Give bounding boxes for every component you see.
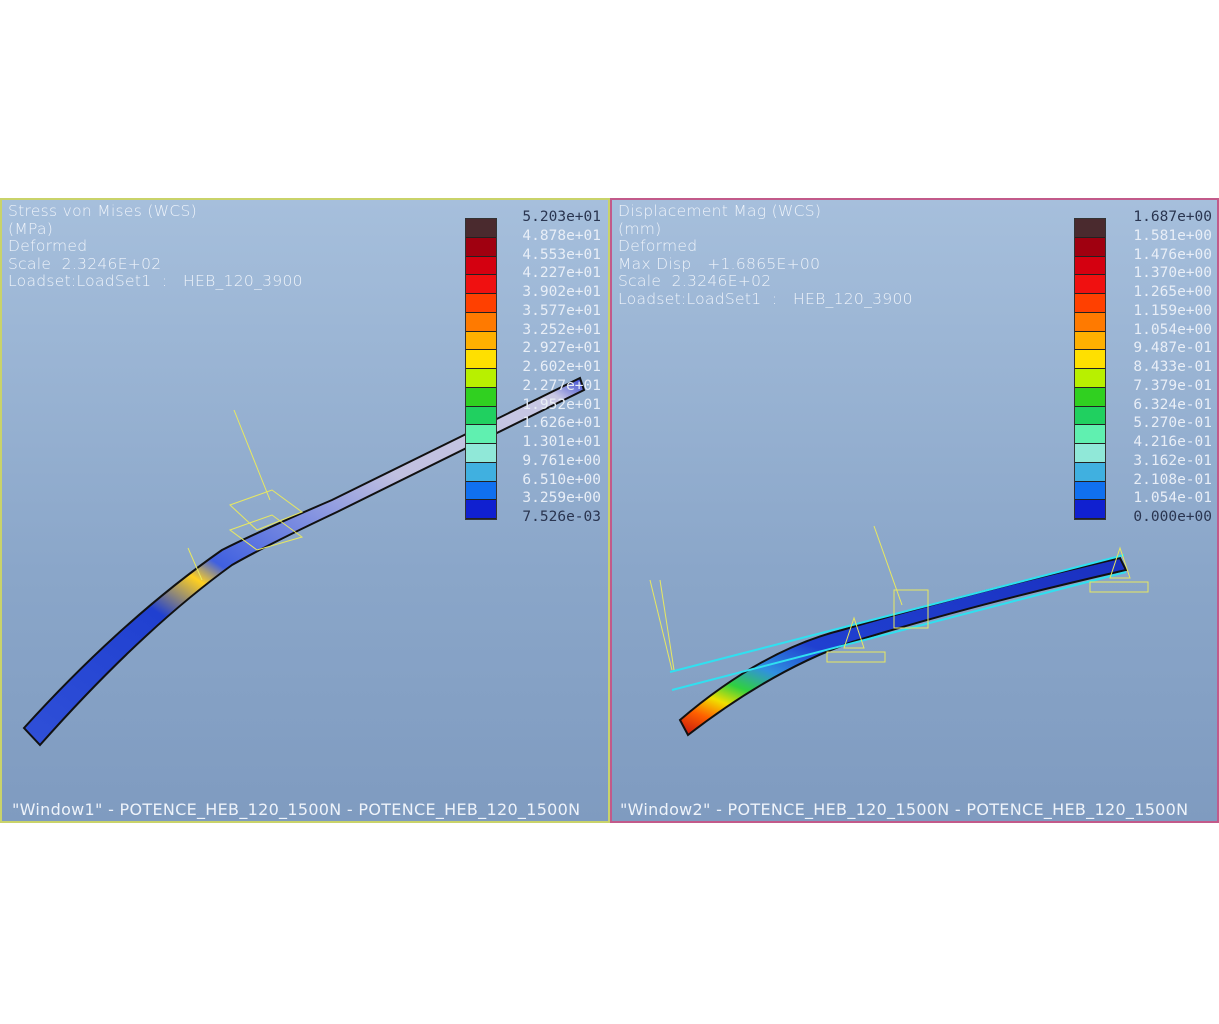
legend-swatch — [1075, 350, 1105, 369]
legend-label: 1.054e+00 — [1133, 321, 1212, 338]
legend-label: 3.259e+00 — [522, 490, 601, 507]
legend-label: 5.270e-01 — [1133, 415, 1212, 432]
result-loadset: Loadset:LoadSet1 : HEB_120_3900 — [618, 289, 913, 308]
legend-swatch — [466, 481, 496, 501]
legend-swatch — [1075, 369, 1105, 388]
legend-swatch — [466, 462, 496, 482]
displacement-model-view — [649, 525, 1149, 737]
legend-label: 2.602e+01 — [522, 359, 601, 375]
constraint-symbol — [187, 409, 304, 581]
legend-label: 2.108e-01 — [1133, 471, 1212, 488]
legend-swatch — [466, 425, 496, 444]
beam-shape — [678, 556, 1128, 737]
legend-swatch — [466, 237, 496, 257]
legend-label: 1.952e+01 — [522, 396, 601, 413]
legend-label: 1.159e+00 — [1133, 302, 1212, 319]
result-info: Stress von Mises (WCS) (MPa) Deformed Sc… — [8, 202, 303, 291]
window-footer: "Window1" - POTENCE_HEB_120_1500N - POTE… — [12, 800, 581, 819]
legend-label: 6.324e-01 — [1133, 396, 1212, 413]
legend-label: 7.379e-01 — [1133, 377, 1212, 394]
legend-swatch — [1075, 312, 1105, 332]
legend-swatch — [466, 350, 496, 369]
viewport-window2[interactable]: Displacement Mag (WCS) (mm) Deformed Max… — [610, 198, 1219, 823]
legend-label: 6.510e+00 — [522, 471, 601, 488]
legend-label: 1.054e-01 — [1133, 490, 1212, 507]
legend-label: 1.370e+00 — [1133, 265, 1212, 282]
beam-shape — [22, 376, 586, 747]
legend-swatch — [1075, 387, 1105, 407]
legend-swatch — [1075, 275, 1105, 294]
legend-swatch — [466, 387, 496, 407]
result-title: Stress von Mises (WCS) — [8, 202, 197, 220]
legend-swatch — [1075, 462, 1105, 482]
legend-label: 9.487e-01 — [1133, 340, 1212, 357]
legend-label: 3.577e+01 — [522, 302, 601, 319]
legend-label: 1.476e+00 — [1133, 246, 1212, 263]
result-scale: Scale 2.3246E+02 — [8, 254, 162, 273]
legend-label: 1.687e+00 — [1133, 209, 1212, 225]
result-mode: Deformed — [618, 237, 698, 255]
legend-label: 4.878e+01 — [522, 227, 601, 244]
legend-swatch — [1075, 425, 1105, 444]
result-scale: Scale 2.3246E+02 — [618, 272, 772, 290]
legend-label: 1.301e+01 — [522, 434, 601, 450]
legend-label: 3.162e-01 — [1133, 452, 1212, 469]
legend-swatch — [466, 331, 496, 351]
legend-swatch — [466, 256, 496, 276]
legend-label: 7.526e-03 — [522, 509, 601, 525]
legend-label: 4.553e+01 — [522, 246, 601, 263]
legend-swatch — [466, 444, 496, 463]
undeformed-outline — [669, 554, 1127, 691]
result-title: Displacement Mag (WCS) — [618, 202, 822, 220]
legend-label: 9.761e+00 — [522, 452, 601, 469]
result-info: Displacement Mag (WCS) (mm) Deformed Max… — [618, 202, 913, 308]
legend-swatch — [1075, 219, 1105, 238]
legend-swatch — [466, 219, 496, 238]
legend-label: 4.216e-01 — [1133, 434, 1212, 450]
legend-label: 1.626e+01 — [522, 415, 601, 432]
stress-model-view — [22, 376, 586, 747]
legend-label: 3.252e+01 — [522, 321, 601, 338]
result-loadset: Loadset:LoadSet1 : HEB_120_3900 — [8, 272, 303, 290]
legend-label: 1.581e+00 — [1133, 227, 1212, 244]
legend-swatch — [1075, 406, 1105, 426]
legend-swatch — [1075, 256, 1105, 276]
legend-swatch — [1075, 294, 1105, 313]
legend-label: 0.000e+00 — [1133, 509, 1212, 525]
legend-swatch — [1075, 331, 1105, 351]
legend-colorbar — [1074, 218, 1106, 520]
viewport-window1[interactable]: Stress von Mises (WCS) (MPa) Deformed Sc… — [0, 198, 610, 823]
legend-swatch — [1075, 481, 1105, 501]
result-max-disp: Max Disp +1.6865E+00 — [618, 254, 821, 273]
legend-swatch — [466, 500, 496, 519]
legend-label: 3.902e+01 — [522, 284, 601, 300]
legend-swatch — [466, 312, 496, 332]
result-mode: Deformed — [8, 237, 88, 255]
load-and-constraint-symbols — [649, 525, 1149, 671]
legend-swatch — [466, 369, 496, 388]
legend-label: 2.277e+01 — [522, 377, 601, 394]
legend-label: 2.927e+01 — [522, 340, 601, 357]
legend-swatch — [466, 294, 496, 313]
legend-colorbar — [465, 218, 497, 520]
window-footer: "Window2" - POTENCE_HEB_120_1500N - POTE… — [620, 800, 1189, 819]
legend-swatch — [1075, 500, 1105, 519]
legend-label: 5.203e+01 — [522, 209, 601, 225]
legend-label: 8.433e-01 — [1133, 359, 1212, 375]
legend-swatch — [466, 275, 496, 294]
legend-swatch — [466, 406, 496, 426]
legend-label: 1.265e+00 — [1133, 284, 1212, 300]
legend-swatch — [1075, 444, 1105, 463]
result-units: (mm) — [618, 219, 662, 238]
result-units: (MPa) — [8, 219, 54, 238]
legend-label: 4.227e+01 — [522, 265, 601, 282]
legend-swatch — [1075, 237, 1105, 257]
